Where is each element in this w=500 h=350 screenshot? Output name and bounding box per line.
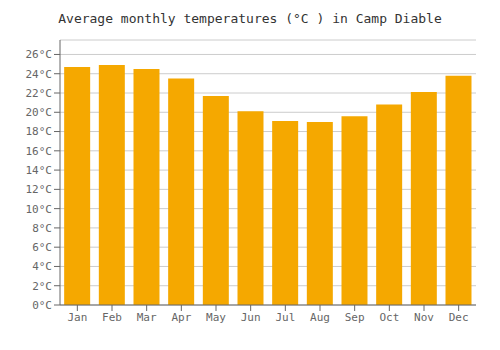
svg-text:Dec: Dec bbox=[449, 311, 469, 324]
svg-text:14°C: 14°C bbox=[26, 164, 53, 177]
svg-text:Nov: Nov bbox=[414, 311, 434, 324]
svg-text:18°C: 18°C bbox=[26, 125, 53, 138]
svg-text:Oct: Oct bbox=[379, 311, 399, 324]
svg-text:8°C: 8°C bbox=[32, 222, 52, 235]
svg-text:26°C: 26°C bbox=[26, 48, 53, 61]
svg-text:Jan: Jan bbox=[67, 311, 87, 324]
svg-text:Jun: Jun bbox=[241, 311, 261, 324]
svg-text:22°C: 22°C bbox=[26, 87, 53, 100]
svg-text:0°C: 0°C bbox=[32, 299, 52, 312]
svg-text:Feb: Feb bbox=[102, 311, 122, 324]
svg-text:20°C: 20°C bbox=[26, 106, 53, 119]
svg-text:Jul: Jul bbox=[275, 311, 295, 324]
svg-text:Sep: Sep bbox=[345, 311, 365, 324]
html-text:Average monthly temperatures (: Average monthly temperatures (°C ) in Ca… bbox=[58, 11, 442, 26]
svg-text:12°C: 12°C bbox=[26, 183, 53, 196]
svg-text:May: May bbox=[206, 311, 226, 324]
svg-text:2°C: 2°C bbox=[32, 280, 52, 293]
svg-text:6°C: 6°C bbox=[32, 241, 52, 254]
svg-text:24°C: 24°C bbox=[26, 68, 53, 81]
svg-text:Aug: Aug bbox=[310, 311, 330, 324]
svg-text:Apr: Apr bbox=[171, 311, 191, 324]
svg-text:10°C: 10°C bbox=[26, 203, 53, 216]
svg-text:Mar: Mar bbox=[137, 311, 157, 324]
svg-text:4°C: 4°C bbox=[32, 260, 52, 273]
svg-text:16°C: 16°C bbox=[26, 145, 53, 158]
